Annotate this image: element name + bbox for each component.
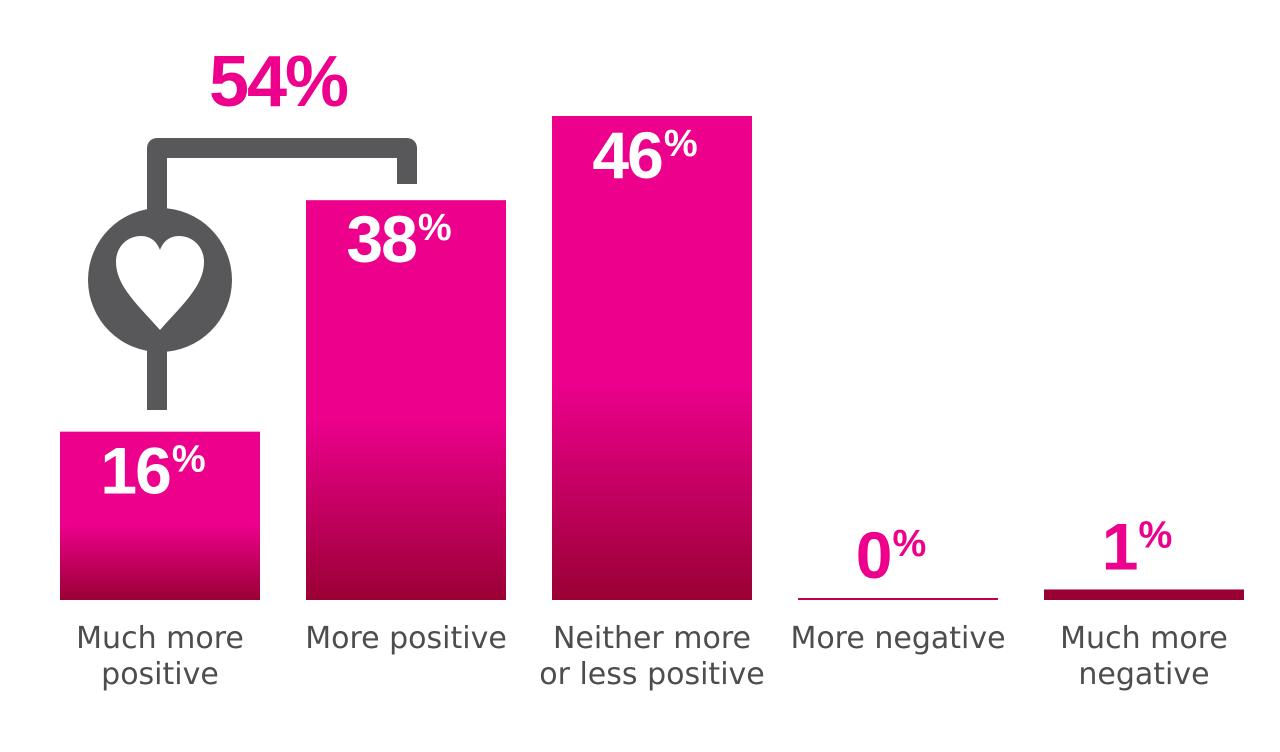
category-label-3: More negative xyxy=(790,621,1005,656)
bar-2 xyxy=(552,116,752,600)
heart-icon xyxy=(116,236,204,330)
bar-series xyxy=(60,116,1244,600)
value-label-4: 1% xyxy=(1102,509,1172,583)
category-label-4: Much more negative xyxy=(1060,621,1228,692)
category-label-1: More positive xyxy=(305,621,507,656)
value-labels: 16% 38% 46% 0% 1% xyxy=(100,118,1173,592)
category-label-0: Much more positive xyxy=(76,621,244,692)
bar-0 xyxy=(60,431,260,600)
bar-4 xyxy=(1044,589,1244,600)
category-label-2: Neither more or less positive xyxy=(539,621,764,692)
bracket-annotation: 54% xyxy=(88,42,417,410)
value-label-2: 46% xyxy=(592,118,696,192)
category-labels: Much more positive More positive Neither mo… xyxy=(76,621,1228,692)
value-label-3: 0% xyxy=(856,518,926,592)
value-label-0: 16% xyxy=(100,434,204,508)
bar-3 xyxy=(798,598,998,600)
value-label-1: 38% xyxy=(346,202,450,276)
bar-1 xyxy=(306,200,506,600)
annotation-total-label: 54% xyxy=(209,42,348,122)
